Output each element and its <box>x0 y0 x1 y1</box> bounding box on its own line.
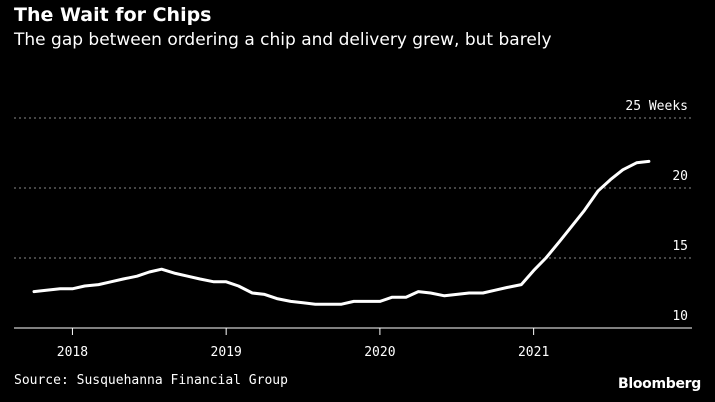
x-tick-label-2020: 2020 <box>364 345 395 360</box>
y-tick-label-20: 20 <box>672 169 688 184</box>
chart-title: The Wait for Chips <box>14 4 212 26</box>
y-axis-labels: 25 Weeks 20 15 10 <box>625 99 688 324</box>
x-tick-label-2021: 2021 <box>518 345 549 360</box>
y-tick-label-25: 25 Weeks <box>625 99 688 114</box>
y-tick-label-10: 10 <box>672 309 688 324</box>
bloomberg-logo: Bloomberg <box>617 376 701 392</box>
x-tick-label-2018: 2018 <box>57 345 88 360</box>
y-tick-label-15: 15 <box>672 239 688 254</box>
x-axis: 2018 2019 2020 2021 <box>57 328 549 360</box>
series-layer <box>32 159 651 306</box>
x-tick-label-2019: 2019 <box>211 345 242 360</box>
chart-subtitle: The gap between ordering a chip and deli… <box>14 30 552 50</box>
source-note: Source: Susquehanna Financial Group <box>14 373 288 388</box>
series-line-0 <box>32 159 651 306</box>
gridlines <box>14 117 692 329</box>
